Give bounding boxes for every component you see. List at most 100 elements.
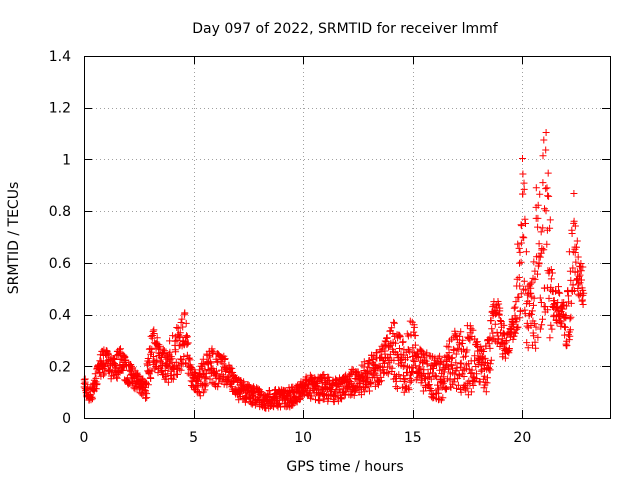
data-point-marker — [325, 373, 333, 381]
data-point-marker — [437, 358, 444, 366]
x-tick-label: 15 — [404, 430, 422, 446]
data-point-marker — [516, 282, 524, 290]
data-point-marker — [206, 353, 214, 361]
data-point-marker — [546, 216, 554, 224]
data-point-marker — [544, 306, 552, 314]
data-point-marker — [447, 383, 455, 391]
data-point-marker — [544, 192, 552, 200]
data-point-marker — [534, 223, 542, 231]
data-point-marker — [392, 377, 400, 385]
data-point-marker — [182, 319, 190, 327]
data-point-marker — [183, 333, 191, 341]
data-point-marker — [164, 378, 172, 386]
data-point-marker — [453, 384, 460, 392]
data-point-marker — [184, 369, 192, 377]
data-point-marker — [522, 286, 530, 294]
data-point-marker — [406, 378, 414, 386]
data-point-marker — [463, 346, 471, 354]
data-point-marker — [519, 233, 527, 241]
data-point-marker — [177, 319, 185, 326]
data-point-marker — [547, 283, 555, 291]
data-point-marker — [457, 359, 465, 367]
data-point-marker — [320, 371, 328, 378]
y-tick-label: 0.4 — [49, 308, 71, 324]
data-point-marker — [120, 363, 128, 371]
data-point-marker — [448, 354, 456, 362]
data-point-marker — [540, 136, 548, 144]
data-point-marker — [573, 237, 581, 245]
data-points — [80, 129, 588, 412]
data-point-marker — [357, 391, 365, 399]
data-point-marker — [274, 396, 282, 404]
data-point-marker — [202, 382, 209, 390]
data-point-marker — [144, 381, 152, 389]
data-point-marker — [452, 332, 460, 340]
data-point-marker — [538, 245, 546, 252]
data-point-marker — [480, 348, 488, 355]
data-point-marker — [532, 344, 540, 352]
data-point-marker — [485, 340, 493, 348]
data-point-marker — [219, 360, 227, 368]
x-tick-labels: 0 5 10 15 20 — [80, 430, 532, 446]
data-point-marker — [398, 358, 406, 366]
data-point-marker — [516, 248, 524, 256]
data-point-marker — [501, 340, 509, 348]
data-point-marker — [218, 371, 226, 379]
data-point-marker — [528, 307, 536, 315]
data-point-marker — [531, 275, 539, 283]
data-point-marker — [517, 239, 525, 247]
data-point-marker — [442, 385, 450, 393]
data-point-marker — [514, 323, 522, 331]
data-point-marker — [496, 307, 504, 315]
data-point-marker — [228, 364, 236, 372]
data-point-marker — [577, 267, 585, 275]
data-point-marker — [480, 372, 488, 380]
data-point-marker — [572, 258, 580, 266]
data-point-marker — [350, 391, 358, 399]
data-point-marker — [466, 322, 474, 330]
data-point-marker — [377, 373, 385, 381]
data-point-marker — [160, 347, 168, 355]
data-point-marker — [535, 240, 543, 248]
data-point-marker — [421, 375, 429, 383]
data-point-marker — [512, 298, 520, 306]
data-point-marker — [505, 345, 513, 352]
data-point-marker — [460, 373, 468, 380]
data-point-marker — [398, 383, 406, 391]
data-point-marker — [395, 371, 403, 379]
data-point-marker — [411, 332, 419, 340]
data-point-marker — [543, 240, 551, 248]
data-point-marker — [489, 329, 497, 337]
data-point-marker — [534, 270, 541, 278]
data-point-marker — [174, 324, 182, 332]
data-point-marker — [570, 190, 578, 197]
data-point-marker — [566, 315, 574, 323]
data-point-marker — [481, 378, 489, 386]
data-point-marker — [534, 214, 542, 222]
data-point-marker — [519, 170, 527, 178]
data-point-marker — [566, 332, 574, 340]
data-point-marker — [578, 276, 585, 284]
data-point-marker — [184, 339, 192, 347]
data-point-marker — [405, 346, 412, 354]
data-point-marker — [446, 376, 454, 384]
data-point-marker — [527, 284, 535, 292]
data-point-marker — [405, 386, 413, 394]
y-tick-label: 0 — [62, 411, 71, 427]
data-point-marker — [410, 323, 418, 331]
data-point-marker — [573, 243, 580, 251]
data-point-marker — [521, 215, 529, 223]
data-point-marker — [579, 263, 587, 271]
data-point-marker — [390, 319, 398, 327]
data-point-marker — [486, 344, 494, 352]
data-point-marker — [432, 372, 440, 380]
data-point-marker — [555, 288, 563, 296]
data-point-marker — [544, 169, 552, 177]
data-point-marker — [545, 294, 553, 302]
data-point-marker — [459, 366, 467, 374]
data-point-marker — [520, 234, 528, 242]
data-point-marker — [566, 326, 574, 334]
data-point-marker — [451, 370, 459, 378]
data-point-marker — [338, 395, 346, 403]
